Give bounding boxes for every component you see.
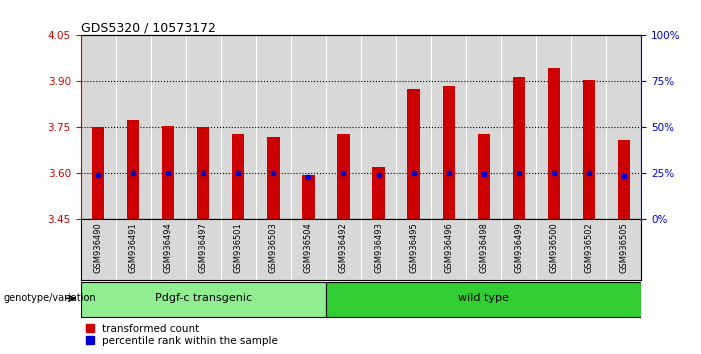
Text: wild type: wild type xyxy=(458,293,509,303)
Bar xyxy=(571,35,606,219)
Text: GSM936496: GSM936496 xyxy=(444,222,453,273)
Bar xyxy=(81,282,326,316)
Bar xyxy=(583,80,595,219)
Bar xyxy=(221,35,256,219)
Bar xyxy=(337,133,350,219)
Bar xyxy=(361,35,396,219)
Bar xyxy=(372,167,385,219)
Text: GSM936491: GSM936491 xyxy=(129,222,137,273)
Bar xyxy=(547,68,560,219)
Text: genotype/variation: genotype/variation xyxy=(4,293,96,303)
Bar xyxy=(536,35,571,219)
Text: GSM936494: GSM936494 xyxy=(164,222,172,273)
Bar xyxy=(232,133,245,219)
Bar xyxy=(396,35,431,219)
Text: GSM936501: GSM936501 xyxy=(234,222,243,273)
Bar xyxy=(501,35,536,219)
Bar xyxy=(197,127,210,219)
Bar xyxy=(326,282,641,316)
Text: GDS5320 / 10573172: GDS5320 / 10573172 xyxy=(81,21,215,34)
Bar xyxy=(267,137,280,219)
Text: GSM936504: GSM936504 xyxy=(304,222,313,273)
Bar xyxy=(431,35,466,219)
Bar xyxy=(92,127,104,219)
Bar xyxy=(326,35,361,219)
Text: GSM936500: GSM936500 xyxy=(550,222,558,273)
Bar xyxy=(512,77,525,219)
Text: GSM936490: GSM936490 xyxy=(94,222,102,273)
Bar xyxy=(256,35,291,219)
Text: GSM936502: GSM936502 xyxy=(585,222,593,273)
Bar xyxy=(116,35,151,219)
Bar xyxy=(606,35,641,219)
Bar xyxy=(162,126,175,219)
Bar xyxy=(442,86,455,219)
Text: GSM936495: GSM936495 xyxy=(409,222,418,273)
Text: GSM936505: GSM936505 xyxy=(620,222,628,273)
Bar xyxy=(127,120,139,219)
Text: GSM936498: GSM936498 xyxy=(479,222,488,273)
Bar xyxy=(407,89,420,219)
Bar xyxy=(466,35,501,219)
Text: GSM936493: GSM936493 xyxy=(374,222,383,273)
Text: Pdgf-c transgenic: Pdgf-c transgenic xyxy=(155,293,252,303)
Bar xyxy=(81,35,116,219)
Bar xyxy=(151,35,186,219)
Text: GSM936499: GSM936499 xyxy=(515,222,523,273)
Bar xyxy=(302,175,315,219)
Bar xyxy=(477,133,490,219)
Bar xyxy=(291,35,326,219)
Text: GSM936492: GSM936492 xyxy=(339,222,348,273)
Text: GSM936497: GSM936497 xyxy=(199,222,207,273)
Text: GSM936503: GSM936503 xyxy=(269,222,278,273)
Bar xyxy=(618,140,630,219)
Bar xyxy=(186,35,221,219)
Legend: transformed count, percentile rank within the sample: transformed count, percentile rank withi… xyxy=(86,324,278,346)
